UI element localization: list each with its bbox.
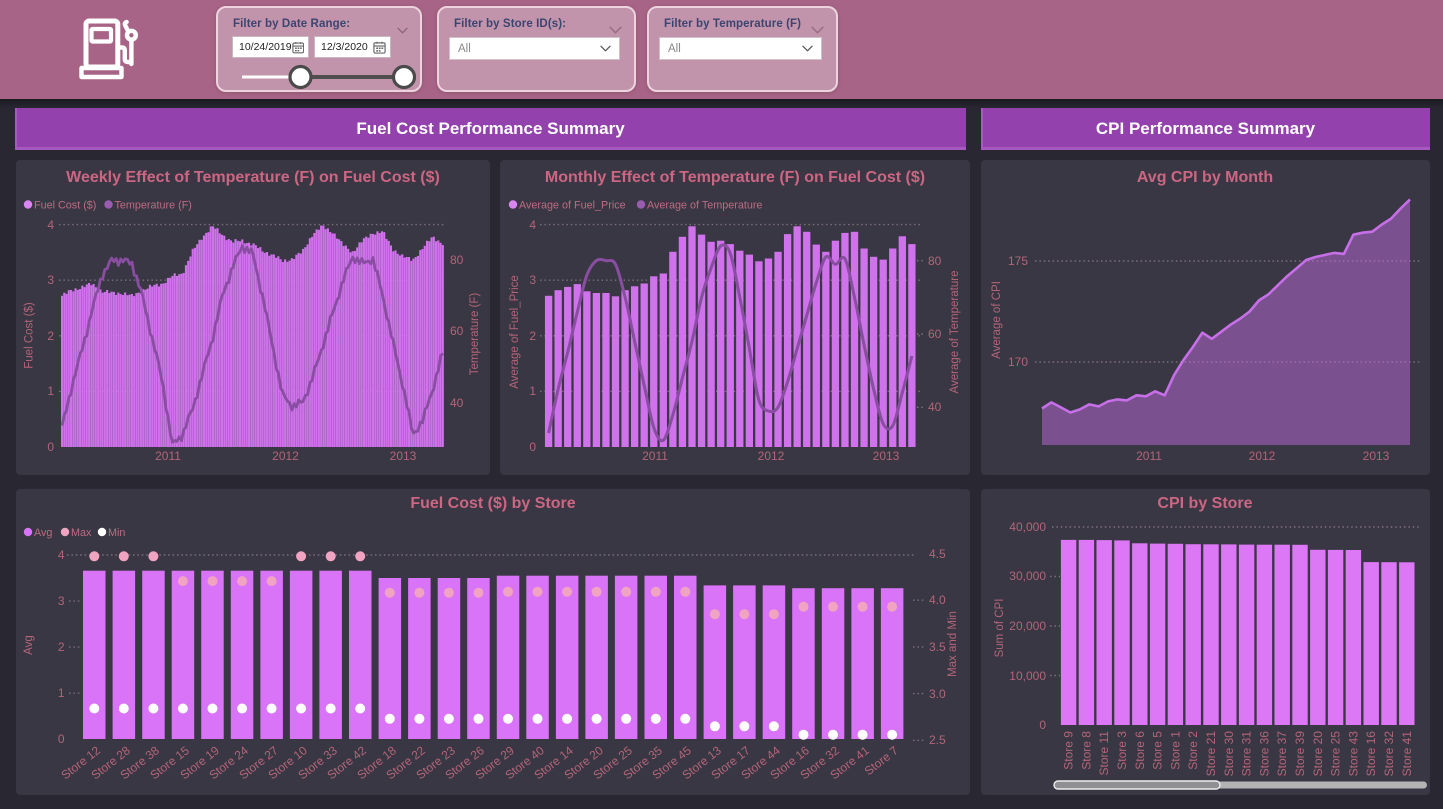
svg-text:Store 41: Store 41: [1400, 731, 1414, 777]
svg-text:40: 40: [450, 396, 464, 410]
svg-text:Store 9: Store 9: [1062, 731, 1076, 770]
svg-text:Store 30: Store 30: [1222, 731, 1236, 777]
svg-text:3: 3: [58, 594, 65, 608]
svg-text:2: 2: [47, 329, 54, 343]
svg-text:2013: 2013: [390, 449, 417, 463]
svg-text:Store 16: Store 16: [1364, 731, 1378, 777]
svg-text:0: 0: [58, 732, 65, 746]
svg-text:60: 60: [450, 324, 464, 338]
svg-text:CPI by Store: CPI by Store: [1157, 495, 1252, 512]
svg-text:2012: 2012: [758, 449, 785, 463]
svg-text:Sum of CPI: Sum of CPI: [994, 599, 1006, 658]
svg-text:Fuel Cost ($) by Store: Fuel Cost ($) by Store: [410, 495, 575, 512]
svg-text:40,000: 40,000: [1009, 520, 1046, 534]
svg-text:Max and Min: Max and Min: [947, 611, 959, 677]
svg-text:Store 8: Store 8: [1079, 731, 1093, 770]
svg-text:Max: Max: [71, 527, 92, 539]
svg-text:Store 7: Store 7: [862, 743, 901, 778]
svg-text:10,000: 10,000: [1009, 669, 1046, 683]
svg-text:2012: 2012: [1249, 449, 1276, 463]
svg-text:Store 37: Store 37: [1275, 731, 1289, 777]
svg-text:Store 39: Store 39: [1293, 731, 1307, 777]
svg-text:4: 4: [529, 218, 536, 232]
svg-text:Average of Temperature: Average of Temperature: [949, 271, 961, 394]
svg-text:Average of Fuel_Price: Average of Fuel_Price: [519, 200, 626, 212]
svg-text:Average of Temperature: Average of Temperature: [647, 200, 762, 212]
svg-text:Fuel Cost ($): Fuel Cost ($): [34, 200, 96, 212]
svg-text:Store 43: Store 43: [1346, 731, 1360, 777]
svg-text:60: 60: [928, 327, 942, 341]
svg-text:1: 1: [529, 384, 536, 398]
svg-text:Store 2: Store 2: [1186, 731, 1200, 770]
svg-text:3.5: 3.5: [929, 640, 946, 654]
svg-text:Store 1: Store 1: [1168, 731, 1182, 770]
svg-text:2013: 2013: [873, 449, 900, 463]
svg-text:4: 4: [58, 548, 65, 562]
svg-text:Store 6: Store 6: [1133, 731, 1147, 770]
svg-text:4: 4: [47, 218, 54, 232]
svg-text:4.0: 4.0: [929, 593, 946, 607]
svg-text:Temperature (F): Temperature (F): [469, 293, 481, 376]
svg-text:Store 11: Store 11: [1097, 731, 1111, 776]
svg-text:2013: 2013: [1363, 449, 1390, 463]
svg-text:Min: Min: [108, 527, 125, 539]
svg-text:3.0: 3.0: [929, 687, 946, 701]
svg-text:Average of CPI: Average of CPI: [991, 281, 1003, 359]
svg-text:2011: 2011: [155, 449, 181, 463]
svg-text:170: 170: [1008, 355, 1028, 369]
svg-text:Avg: Avg: [23, 635, 35, 655]
svg-text:0: 0: [47, 440, 54, 454]
svg-text:Avg: Avg: [34, 527, 52, 539]
svg-text:80: 80: [450, 253, 464, 267]
svg-text:Store 5: Store 5: [1151, 731, 1165, 770]
svg-text:Store 32: Store 32: [1382, 731, 1396, 777]
svg-text:2.5: 2.5: [929, 733, 946, 747]
svg-text:Fuel Cost ($): Fuel Cost ($): [24, 302, 36, 369]
svg-text:2: 2: [529, 329, 536, 343]
svg-text:1: 1: [58, 686, 65, 700]
svg-text:175: 175: [1008, 254, 1028, 268]
svg-text:30,000: 30,000: [1009, 569, 1046, 583]
svg-text:1: 1: [47, 384, 54, 398]
svg-text:Store 3: Store 3: [1115, 731, 1129, 770]
svg-text:Store 21: Store 21: [1204, 731, 1218, 777]
svg-text:Store 25: Store 25: [1329, 731, 1343, 777]
svg-text:4.5: 4.5: [929, 547, 946, 561]
svg-text:Store 31: Store 31: [1240, 731, 1254, 777]
svg-text:Average of Fuel_Price: Average of Fuel_Price: [509, 275, 521, 389]
svg-text:2: 2: [58, 640, 65, 654]
svg-text:2012: 2012: [272, 449, 299, 463]
svg-text:0: 0: [1039, 718, 1046, 732]
svg-text:Store 36: Store 36: [1257, 731, 1271, 777]
svg-text:80: 80: [928, 254, 942, 268]
svg-text:Weekly Effect of Temperature (: Weekly Effect of Temperature (F) on Fuel…: [66, 169, 440, 186]
svg-text:Avg CPI by Month: Avg CPI by Month: [1137, 169, 1273, 186]
svg-text:0: 0: [529, 440, 536, 454]
svg-text:2011: 2011: [1136, 449, 1162, 463]
svg-text:40: 40: [928, 400, 942, 414]
svg-text:20,000: 20,000: [1009, 619, 1046, 633]
svg-text:2011: 2011: [642, 449, 668, 463]
svg-text:Monthly Effect of Temperature: Monthly Effect of Temperature (F) on Fue…: [545, 169, 925, 186]
svg-text:3: 3: [47, 273, 54, 287]
svg-text:Temperature (F): Temperature (F): [115, 200, 192, 212]
svg-text:Store 20: Store 20: [1311, 731, 1325, 777]
svg-text:3: 3: [529, 273, 536, 287]
